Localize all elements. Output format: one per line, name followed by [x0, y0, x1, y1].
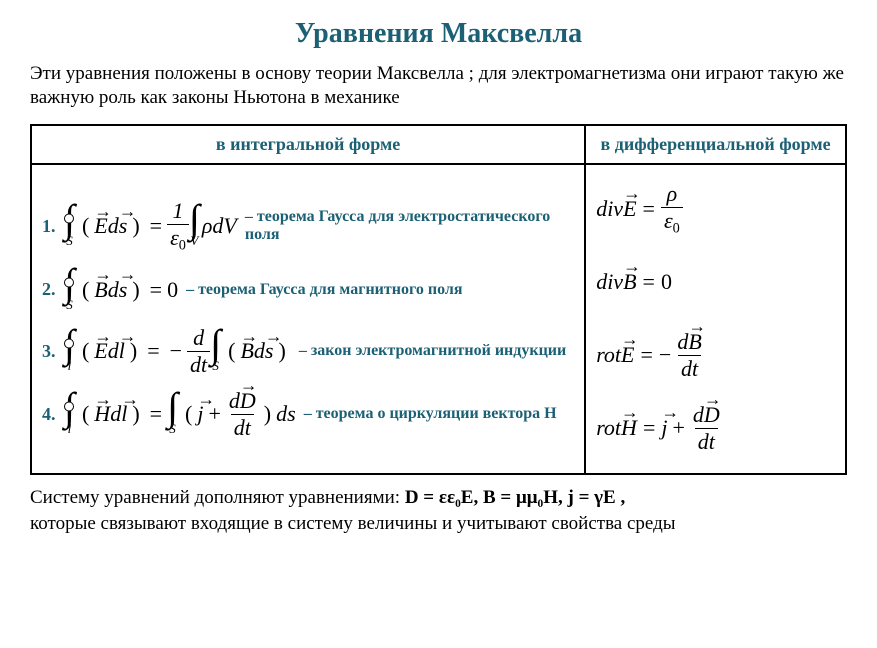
integral-eq-2: ∫S (Bds) = 0	[64, 267, 178, 313]
page-title: Уравнения Максвелла	[30, 18, 847, 50]
row-number: 4.	[42, 404, 64, 425]
footer-line1: Систему уравнений дополняют уравнениями:	[30, 487, 405, 508]
header-differential: в дифференциальной форме	[585, 125, 846, 164]
row-number: 1.	[42, 216, 64, 237]
header-integral: в интегральной форме	[31, 125, 585, 164]
row-number: 2.	[42, 279, 64, 300]
differential-cell: divE = ρε0 divB = 0 rotE = − dBdt rotH	[585, 164, 846, 474]
integral-eq-3: ∫l (Edl) = − ddt ∫S (Bds)	[64, 327, 291, 376]
diff-eq-4: rotH = j + dDdt	[596, 392, 835, 465]
eq-label-1: – теорема Гаусса для электростатического…	[245, 208, 574, 245]
footer-text: Систему уравнений дополняют уравнениями:…	[30, 485, 847, 538]
diff-eq-2: divB = 0	[596, 246, 835, 319]
eq-label-4: – теорема о циркуляции вектора H	[304, 405, 557, 423]
eq-row-4: 4. ∫l (Hdl) = ∫S (j + dDdt )ds – теорема…	[42, 390, 574, 439]
eq-row-3: 3. ∫l (Edl) = − ddt ∫S (Bds) – закон эле…	[42, 327, 574, 376]
maxwell-table: в интегральной форме в дифференциальной …	[30, 124, 847, 475]
footer-eqs: D = εε₀E, B = μμ₀H, j = γE ,	[405, 487, 625, 508]
eq-label-3: – закон электромагнитной индукции	[299, 342, 566, 360]
integral-eq-1: ∫S (Eds) = 1ε0 ∫V ρdV	[64, 200, 237, 253]
eq-row-1: 1. ∫S (Eds) = 1ε0 ∫V ρdV – теорема Гаусс…	[42, 200, 574, 253]
integral-cell: 1. ∫S (Eds) = 1ε0 ∫V ρdV – теорема Гаусс…	[31, 164, 585, 474]
footer-line2: которые связывают входящие в систему вел…	[30, 513, 676, 534]
intro-text: Эти уравнения положены в основу теории М…	[30, 62, 847, 110]
diff-eq-3: rotE = − dBdt	[596, 319, 835, 392]
eq-label-2: – теорема Гаусса для магнитного поля	[186, 281, 462, 299]
diff-eq-1: divE = ρε0	[596, 173, 835, 246]
integral-eq-4: ∫l (Hdl) = ∫S (j + dDdt )ds	[64, 390, 296, 439]
row-number: 3.	[42, 341, 64, 362]
eq-row-2: 2. ∫S (Bds) = 0 – теорема Гаусса для маг…	[42, 267, 574, 313]
